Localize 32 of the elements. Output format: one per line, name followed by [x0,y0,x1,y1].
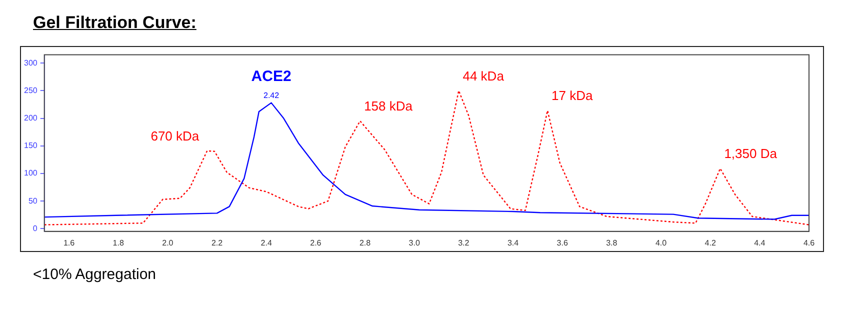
annotation: 17 kDa [552,88,594,104]
annotation: 2.42 [263,91,280,100]
series-label: ACE2 [251,68,292,85]
y-tick-label: 50 [28,196,38,206]
y-tick-label: 250 [24,86,38,95]
y-tick-label: 300 [24,58,38,68]
y-tick-label: 200 [24,113,38,122]
x-tick-label: 4.6 [803,238,816,248]
x-tick-label: 4.0 [655,238,668,248]
x-tick-label: 2.8 [359,238,372,248]
x-tick-label: 2.2 [211,238,224,248]
x-tick-label: 3.8 [606,238,618,248]
x-tick-label: 2.0 [162,238,174,248]
x-tick-label: 2.6 [310,238,322,248]
y-tick-label: 150 [24,141,38,150]
x-tick-label: 1.8 [112,238,124,248]
x-tick-label: 2.4 [260,238,272,248]
annotation: 158 kDa [364,98,414,114]
x-tick-label: 4.4 [754,238,766,248]
y-tick-label: 0 [32,224,38,233]
text: <10% Aggregation [33,266,158,283]
annotation: 670 kDa [150,128,200,144]
x-tick-label: 3.0 [408,238,420,248]
chart-title: Gel Filtration Curve: [33,12,198,34]
annotation: 1,350 Da [724,146,778,162]
x-tick-label: 4.2 [704,238,716,248]
annotation: 44 kDa [462,68,505,84]
x-tick-label: 3.2 [458,238,470,248]
x-tick-label: 1.6 [63,238,76,248]
y-tick-label: 100 [24,168,38,178]
x-tick-label: 3.4 [507,238,520,248]
x-tick-label: 3.6 [556,238,568,248]
